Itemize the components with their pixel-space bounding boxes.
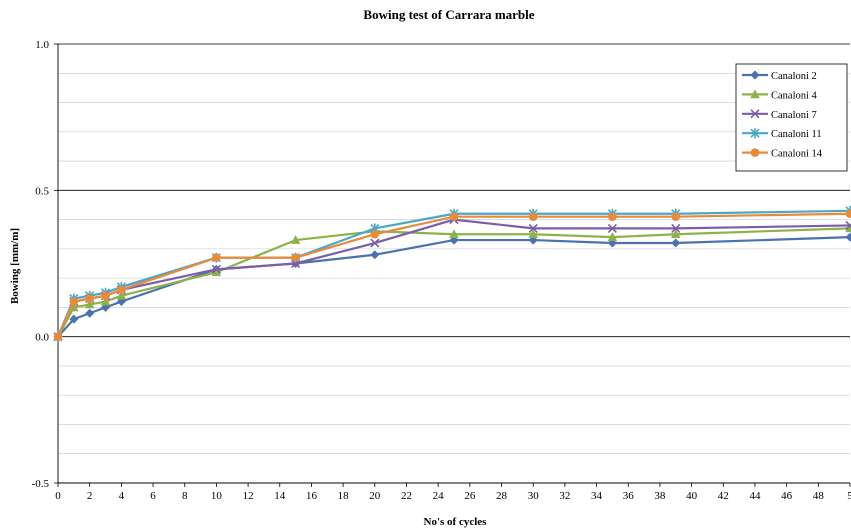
data-point bbox=[370, 238, 380, 248]
data-point bbox=[101, 291, 110, 300]
x-tick-label: 24 bbox=[433, 490, 445, 502]
x-tick-label: 20 bbox=[369, 490, 381, 502]
series-group bbox=[53, 209, 851, 341]
x-tick-label: 4 bbox=[119, 490, 125, 502]
data-point bbox=[671, 212, 681, 221]
x-tick-label: 26 bbox=[464, 490, 476, 502]
data-point bbox=[671, 238, 681, 248]
x-tick-label: 28 bbox=[496, 490, 508, 502]
data-point bbox=[449, 229, 459, 239]
data-point bbox=[528, 229, 538, 239]
data-point bbox=[211, 267, 222, 277]
legend-label: Canaloni 7 bbox=[771, 110, 817, 121]
x-tick-label: 40 bbox=[686, 490, 698, 502]
series-line bbox=[57, 236, 851, 338]
legend-item: Canaloni 14 bbox=[742, 148, 823, 160]
axis-layer: -0.50.00.51.00 2 4 6 8 10 12 14 16 18 20 22 24 26 28 30… bbox=[32, 39, 851, 502]
legend-label: Canaloni 11 bbox=[771, 129, 822, 140]
data-point bbox=[85, 294, 94, 303]
x-tick-label: 12 bbox=[243, 490, 254, 502]
data-point bbox=[670, 229, 681, 239]
chart-title: Bowing test of Carrara marble bbox=[363, 7, 534, 22]
y-tick-label: 0.0 bbox=[35, 332, 49, 344]
data-point bbox=[211, 264, 221, 274]
data-point bbox=[845, 220, 851, 231]
x-axis-label: No's of cycles bbox=[424, 516, 488, 528]
legend-marker bbox=[750, 148, 760, 157]
y-tick-label: -0.5 bbox=[32, 478, 50, 490]
data-point bbox=[290, 235, 301, 244]
x-tick-label: 8 bbox=[182, 490, 188, 502]
data-point bbox=[116, 290, 127, 300]
x-tick-label: 6 bbox=[150, 490, 156, 502]
data-point bbox=[370, 229, 380, 239]
series-group bbox=[53, 205, 851, 342]
data-point bbox=[291, 253, 300, 262]
legend-marker bbox=[750, 70, 760, 80]
data-point bbox=[845, 232, 851, 242]
x-tick-label: 44 bbox=[749, 490, 761, 502]
x-tick-label: 18 bbox=[338, 490, 350, 502]
x-tick-label: 42 bbox=[718, 490, 729, 502]
legend-label: Canaloni 2 bbox=[771, 71, 817, 82]
legend-item: Canaloni 4 bbox=[742, 89, 818, 101]
data-point bbox=[671, 223, 681, 233]
legend-item: Canaloni 7 bbox=[742, 109, 817, 121]
data-point bbox=[607, 223, 617, 233]
y-axis-label: Bowing [mm/m] bbox=[9, 228, 21, 304]
x-tick-label: 10 bbox=[211, 490, 223, 502]
legend-item: Canaloni 2 bbox=[742, 70, 817, 82]
data-point bbox=[449, 212, 459, 221]
data-point bbox=[528, 223, 538, 233]
x-tick-label: 0 bbox=[55, 490, 61, 502]
x-tick-label: 34 bbox=[591, 490, 603, 502]
data-point bbox=[84, 299, 95, 309]
data-point bbox=[528, 212, 538, 221]
x-tick-label: 32 bbox=[559, 490, 570, 502]
x-tick-label: 38 bbox=[654, 490, 666, 502]
data-point bbox=[212, 253, 221, 262]
data-point bbox=[100, 296, 111, 306]
data-point bbox=[69, 314, 79, 324]
legend-item: Canaloni 11 bbox=[742, 128, 822, 140]
legend-label: Canaloni 14 bbox=[771, 149, 823, 160]
legend-marker bbox=[750, 89, 760, 99]
data-point bbox=[117, 285, 126, 295]
data-point bbox=[607, 232, 618, 241]
data-point bbox=[69, 297, 79, 306]
x-tick-label: 36 bbox=[623, 490, 635, 502]
data-point bbox=[85, 308, 95, 318]
legend-marker bbox=[750, 109, 760, 119]
x-tick-label: 14 bbox=[274, 490, 286, 502]
data-point bbox=[845, 209, 851, 219]
series-layer bbox=[53, 205, 851, 342]
x-tick-label: 2 bbox=[87, 490, 93, 502]
x-tick-label: 46 bbox=[781, 490, 793, 502]
grid-layer bbox=[58, 43, 850, 484]
data-point bbox=[370, 250, 380, 260]
x-tick-label: 5 bbox=[847, 490, 851, 502]
series-line bbox=[57, 227, 851, 338]
legend: Canaloni 2 Canaloni 4 Canaloni 7 Canaloni 1… bbox=[735, 63, 848, 172]
data-point bbox=[608, 212, 617, 221]
y-tick-label: 1.0 bbox=[35, 39, 49, 51]
x-tick-label: 48 bbox=[813, 490, 825, 502]
x-tick-label: 30 bbox=[528, 490, 540, 502]
y-tick-label: 0.5 bbox=[35, 185, 49, 197]
x-tick-label: 22 bbox=[401, 490, 412, 502]
data-point bbox=[53, 332, 63, 341]
x-tick-label: 16 bbox=[306, 490, 318, 502]
legend-marker bbox=[750, 128, 760, 139]
legend-label: Canaloni 4 bbox=[771, 90, 818, 101]
